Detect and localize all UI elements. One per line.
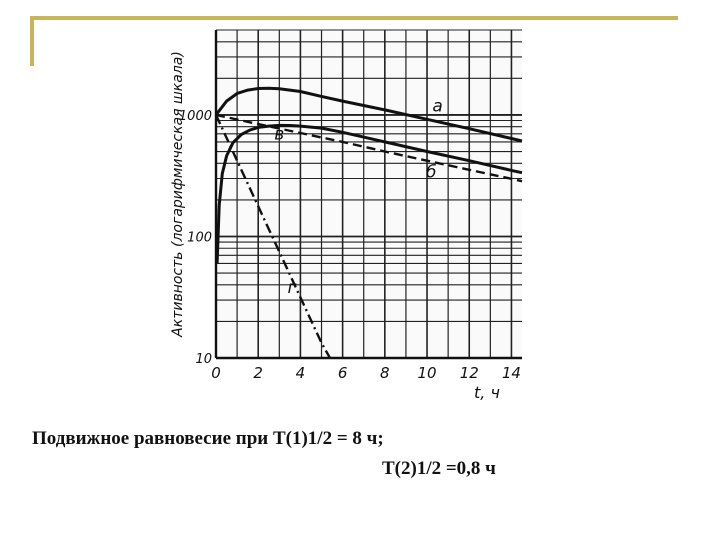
series-label: б: [426, 163, 436, 183]
x-tick-label: 6: [338, 364, 348, 382]
activity-chart: 0 2 4 6 8 10 12 14 10 100 1000 t, ч Активность (лога…: [170, 29, 523, 402]
chart-container: 0 2 4 6 8 10 12 14 10 100 1000 t, ч Активность (лога…: [160, 22, 540, 402]
slide-frame-left-rule: [30, 16, 34, 66]
slide-frame-top-rule: [30, 16, 678, 20]
y-tick-label: 100: [187, 230, 212, 245]
y-axis-label: Активность (логарифмическая шкала): [170, 51, 186, 338]
x-tick-label: 10: [417, 364, 436, 382]
x-tick-label: 4: [296, 364, 306, 382]
x-tick-label: 2: [253, 364, 263, 382]
series-line-solid: [215, 123, 523, 264]
y-tick-label: 1000: [179, 109, 212, 124]
plot-area: [216, 30, 522, 358]
x-tick-label: 14: [502, 364, 521, 382]
x-tick-label: 8: [380, 364, 390, 382]
series-line-solid: [214, 86, 523, 143]
x-tick-label: 0: [211, 364, 221, 382]
caption-line-2: Т(2)1/2 =0,8 ч: [382, 458, 496, 479]
x-axis-label: t, ч: [474, 383, 500, 402]
series-label: а: [432, 97, 442, 117]
y-tick-label: 10: [195, 352, 212, 367]
x-tick-label: 12: [460, 364, 479, 382]
caption-line-1: Подвижное равновесие при Т(1)1/2 = 8 ч;: [32, 428, 384, 449]
series-label: г: [288, 278, 297, 298]
series-label: в: [274, 124, 284, 144]
